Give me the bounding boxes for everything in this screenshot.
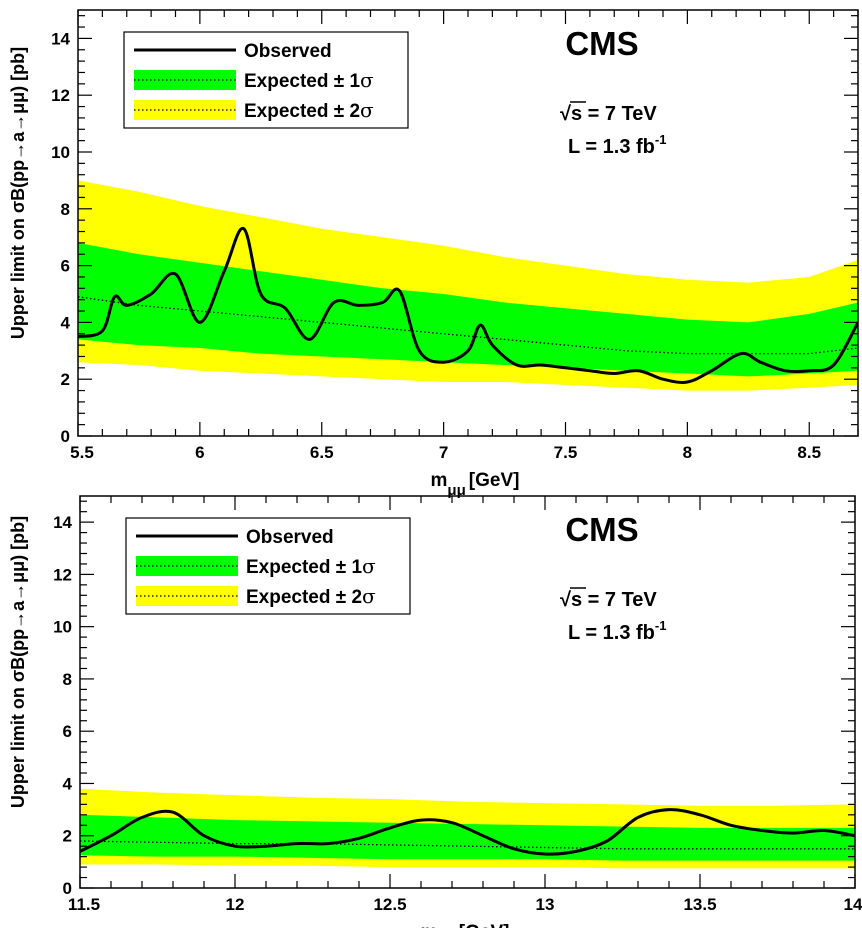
y-tick-label: 6 <box>63 722 72 741</box>
y-tick-label: 0 <box>63 879 72 898</box>
x-tick-label: 13 <box>536 895 555 914</box>
chart-panel-1: 0 2 4 6 8 10 12 14 5.5 6 6.5 7 7.5 8 8.5 mμμ [GeV] Upper … <box>8 9 859 499</box>
legend-label: Expected ± 1σ <box>244 68 374 92</box>
x-tick-label: 14 <box>844 895 862 914</box>
legend-label-main: Observed <box>244 41 332 62</box>
plot-area <box>80 788 855 869</box>
legend-label-main: Expected ± 1 <box>244 71 360 92</box>
y-axis-title: Upper limit on σB(pp→a→μμ) [pb] <box>8 516 28 808</box>
lumi-label: L = 1.3 fb-1 <box>568 618 666 644</box>
y-tick-label: 10 <box>53 618 72 637</box>
expected-line <box>78 296 858 355</box>
x-axis-title-main: m <box>431 470 448 491</box>
x-tick-label: 6.5 <box>310 443 334 462</box>
y-tick-label: 2 <box>61 370 70 389</box>
legend-label-main: Expected ± 2 <box>246 587 362 608</box>
x-tick-label: 12.5 <box>373 895 406 914</box>
legend-label-main: Expected ± 1 <box>246 557 362 578</box>
lumi-label-exp: -1 <box>655 618 667 633</box>
y-tick-label: 0 <box>61 427 70 446</box>
y-tick-label: 6 <box>61 257 70 276</box>
expected-line <box>80 840 855 850</box>
x-tick-label: 7 <box>439 443 448 462</box>
x-tick-label: 8.5 <box>797 443 821 462</box>
legend-label-sigma: σ <box>360 68 374 92</box>
experiment-label: CMS <box>565 511 638 548</box>
x-axis-title: mμμ[GeV] <box>421 922 510 928</box>
legend-label: Observed <box>246 527 334 548</box>
legend-label-main: Observed <box>246 527 334 548</box>
lumi-label-main: L = 1.3 fb <box>568 136 655 158</box>
x-axis-title-main: m <box>421 922 438 928</box>
legend-label: Expected ± 1σ <box>246 554 376 578</box>
y-tick-label: 4 <box>63 774 73 793</box>
y-tick-label: 14 <box>51 29 70 48</box>
legend-swatch-1sigma <box>136 556 238 576</box>
legend-label: Expected ± 2σ <box>246 584 376 608</box>
legend-swatch-1sigma <box>134 70 236 90</box>
y-axis-title: Upper limit on σB(pp→a→μμ) [pb] <box>8 47 28 339</box>
legend-label-sigma: σ <box>360 98 374 122</box>
plot-area <box>78 180 858 391</box>
legend-swatch-2sigma <box>136 586 238 606</box>
energy-label: √s = 7 TeV <box>560 103 657 125</box>
energy-label: √s = 7 TeV <box>560 589 657 611</box>
x-axis-title-unit: [GeV] <box>469 470 520 491</box>
x-axis-title-unit: [GeV] <box>459 922 510 928</box>
y-tick-label: 8 <box>63 670 72 689</box>
x-tick-label: 5.5 <box>70 443 94 462</box>
legend-swatch-2sigma <box>134 100 236 120</box>
x-tick-label: 6 <box>195 443 204 462</box>
x-tick-label: 12 <box>226 895 245 914</box>
x-axis-title-sub: μμ <box>447 482 465 499</box>
legend-label: Observed <box>244 41 332 62</box>
y-tick-label: 2 <box>63 827 72 846</box>
x-tick-label: 7.5 <box>554 443 578 462</box>
lumi-label: L = 1.3 fb-1 <box>568 132 666 158</box>
x-tick-label: 8 <box>683 443 692 462</box>
y-tick-label: 8 <box>61 200 70 219</box>
lumi-label-main: L = 1.3 fb <box>568 622 655 644</box>
y-tick-label: 12 <box>53 565 72 584</box>
band-1sigma <box>78 242 858 377</box>
x-tick-label: 11.5 <box>68 895 100 914</box>
x-tick-label: 13.5 <box>683 895 716 914</box>
y-tick-label: 4 <box>61 313 71 332</box>
y-tick-label: 10 <box>51 143 70 162</box>
x-axis-title: mμμ[GeV] <box>431 470 520 499</box>
legend-label-sigma: σ <box>362 584 376 608</box>
lumi-label-exp: -1 <box>655 132 667 147</box>
legend-label-sigma: σ <box>362 554 376 578</box>
plot-frame <box>79 495 856 889</box>
legend-label: Expected ± 2σ <box>244 98 374 122</box>
experiment-label: CMS <box>565 25 638 62</box>
legend-label-main: Expected ± 2 <box>244 101 360 122</box>
y-tick-label: 14 <box>53 513 72 532</box>
observed-line <box>78 227 858 384</box>
chart-panel-2: 0 2 4 6 8 10 12 14 11.5 12 12.5 13 13.5 14 mμμ[GeV] Upp… <box>8 495 862 933</box>
observed-line <box>80 808 855 856</box>
y-tick-label: 12 <box>51 86 70 105</box>
